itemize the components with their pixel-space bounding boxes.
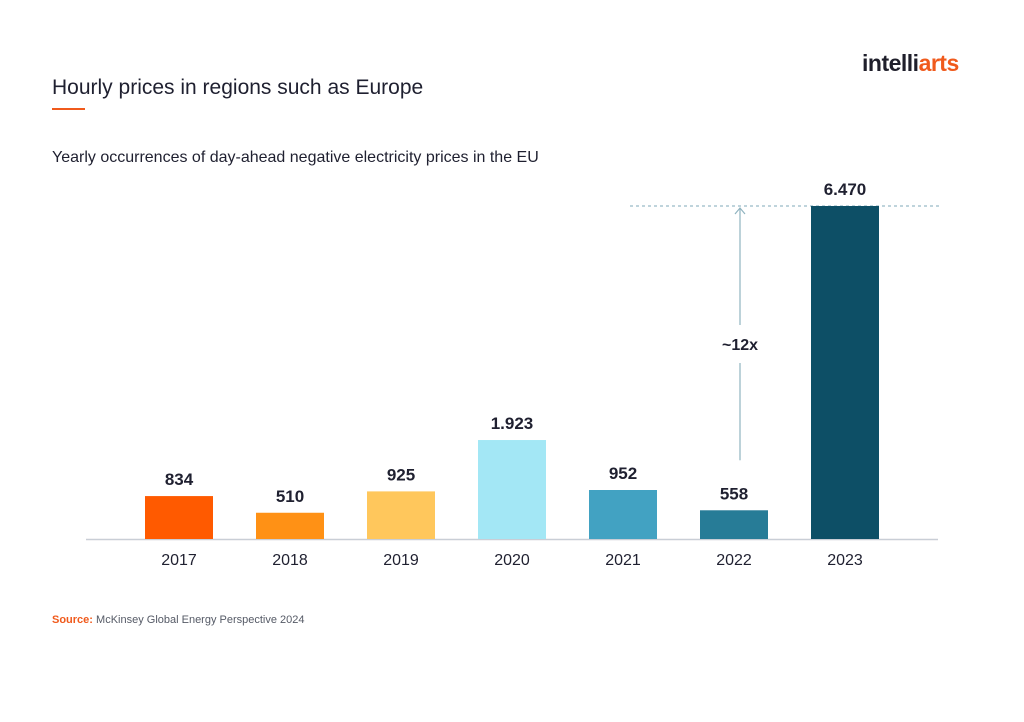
logo-text-intelli: intelli <box>862 50 919 76</box>
tick-label-2017: 2017 <box>161 552 197 569</box>
source-text: McKinsey Global Energy Perspective 2024 <box>92 614 305 626</box>
source-note: Source: McKinsey Global Energy Perspecti… <box>52 614 305 626</box>
data-label-2020: 1.923 <box>491 414 534 433</box>
intelliarts-logo: intelliarts <box>862 50 959 77</box>
tick-label-2018: 2018 <box>272 552 308 569</box>
bar-2017 <box>145 496 213 539</box>
bar-2020 <box>478 440 546 539</box>
data-label-2022: 558 <box>720 484 748 503</box>
tick-label-2020: 2020 <box>494 552 530 569</box>
chart-subtitle: Yearly occurrences of day-ahead negative… <box>52 149 539 166</box>
tick-label-2023: 2023 <box>827 552 863 569</box>
bar-2019 <box>367 491 435 539</box>
bar-2021 <box>589 490 657 539</box>
data-label-2023: 6.470 <box>824 180 867 199</box>
tick-label-2019: 2019 <box>383 552 419 569</box>
bar-2018 <box>256 512 324 539</box>
title-accent-line <box>52 108 85 110</box>
data-label-2018: 510 <box>276 487 304 506</box>
bar-2023 <box>811 206 879 539</box>
data-label-2021: 952 <box>609 464 637 483</box>
annotation-arrow-head <box>734 207 746 215</box>
page-title: Hourly prices in regions such as Europe <box>52 76 424 99</box>
logo-text-arts: arts <box>918 50 960 76</box>
tick-label-2021: 2021 <box>605 552 641 569</box>
bar-2022 <box>700 510 768 539</box>
source-label: Source: <box>52 614 93 626</box>
data-label-2019: 925 <box>387 465 415 484</box>
annotation-label: ~12x <box>722 337 758 354</box>
data-label-2017: 834 <box>165 470 194 489</box>
tick-label-2022: 2022 <box>716 552 752 569</box>
